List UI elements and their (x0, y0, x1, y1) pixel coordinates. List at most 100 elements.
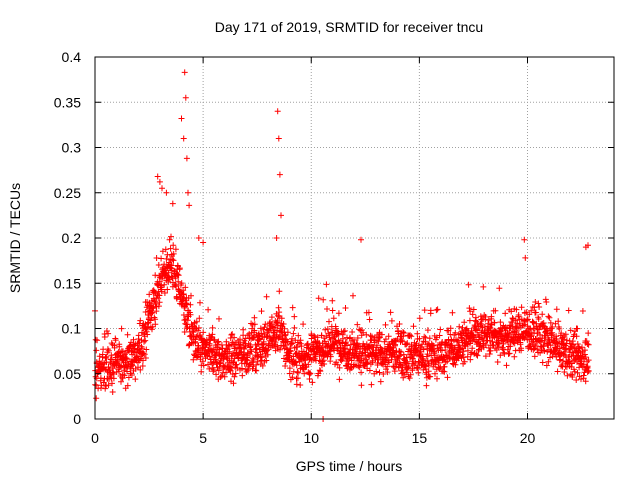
data-point (198, 368, 205, 375)
y-tick-label: 0.35 (54, 94, 81, 110)
data-point (530, 319, 537, 326)
axis-ticks: 0 5 10 15 20 0 0.05 0.1 0.15 0.2 0.25 0.3 0.35 0.4 (54, 49, 614, 446)
data-point (147, 317, 154, 324)
data-point (218, 373, 225, 379)
data-point (142, 337, 149, 344)
data-point (540, 347, 546, 354)
data-point (262, 321, 269, 328)
data-point (241, 346, 248, 352)
data-point (341, 327, 348, 334)
data-point (193, 334, 199, 340)
data-point (103, 328, 110, 334)
data-point (226, 348, 233, 355)
data-point (295, 369, 302, 376)
data-point (103, 353, 110, 360)
data-point (507, 343, 514, 350)
data-point (326, 318, 332, 325)
data-point (569, 372, 576, 379)
data-point (545, 358, 552, 365)
data-point (231, 334, 238, 341)
data-point (155, 295, 162, 302)
data-point (388, 317, 395, 324)
x-tick-label: 20 (520, 430, 536, 446)
data-point (543, 362, 550, 369)
data-point (258, 330, 265, 337)
data-point (330, 315, 337, 322)
x-tick-label: 15 (412, 430, 428, 446)
data-point (264, 347, 270, 354)
data-point (517, 341, 524, 348)
data-point (93, 382, 100, 389)
data-point (398, 370, 405, 377)
data-point (300, 321, 307, 328)
data-point (143, 328, 150, 335)
data-point (275, 312, 282, 319)
data-point (584, 341, 591, 347)
data-point (567, 327, 574, 334)
data-point (281, 325, 288, 332)
data-point (443, 341, 450, 348)
data-point (500, 340, 507, 347)
data-point (182, 94, 189, 101)
data-point (477, 320, 484, 327)
y-tick-label: 0.05 (54, 366, 81, 382)
data-point (466, 305, 473, 312)
data-point (414, 364, 421, 371)
data-point (181, 329, 188, 335)
data-point (176, 265, 183, 272)
data-point (229, 331, 236, 338)
data-point (482, 353, 489, 360)
data-point (464, 347, 471, 354)
data-point (170, 242, 177, 249)
data-point (297, 382, 304, 388)
data-point (187, 301, 194, 308)
data-point (404, 358, 411, 365)
data-point (549, 329, 556, 336)
data-point (169, 256, 176, 263)
data-point (156, 178, 163, 185)
data-point (263, 357, 270, 364)
data-point (474, 319, 481, 326)
data-point (116, 364, 123, 371)
data-point (253, 367, 260, 374)
data-point (420, 366, 427, 373)
data-point (139, 345, 146, 352)
data-point (193, 318, 200, 325)
data-point (134, 353, 141, 360)
data-point (547, 319, 554, 326)
data-point (289, 340, 296, 347)
data-point (452, 329, 459, 336)
data-point (416, 315, 423, 322)
data-point (318, 332, 325, 339)
data-point (571, 368, 578, 375)
data-point (521, 236, 528, 243)
data-point (585, 357, 592, 364)
data-point (139, 363, 146, 369)
data-point (454, 338, 460, 345)
data-point (407, 371, 414, 378)
data-point (289, 304, 296, 311)
data-point (233, 361, 240, 368)
data-point (513, 306, 520, 313)
data-point (358, 382, 365, 389)
data-point (452, 361, 459, 368)
data-point (532, 299, 539, 305)
data-point (570, 341, 577, 348)
data-point (385, 333, 392, 340)
data-point (159, 185, 165, 192)
data-point (398, 337, 405, 344)
data-point (553, 306, 560, 313)
data-point (400, 333, 407, 340)
data-point (384, 363, 391, 370)
data-point (205, 306, 212, 313)
data-point (172, 275, 179, 282)
data-point (356, 326, 363, 333)
data-point (408, 333, 415, 340)
data-point (306, 371, 313, 378)
data-point (449, 309, 456, 316)
data-point (112, 337, 119, 344)
data-point (492, 307, 499, 314)
data-point (494, 359, 501, 365)
data-point (149, 309, 156, 316)
data-point (349, 329, 356, 335)
